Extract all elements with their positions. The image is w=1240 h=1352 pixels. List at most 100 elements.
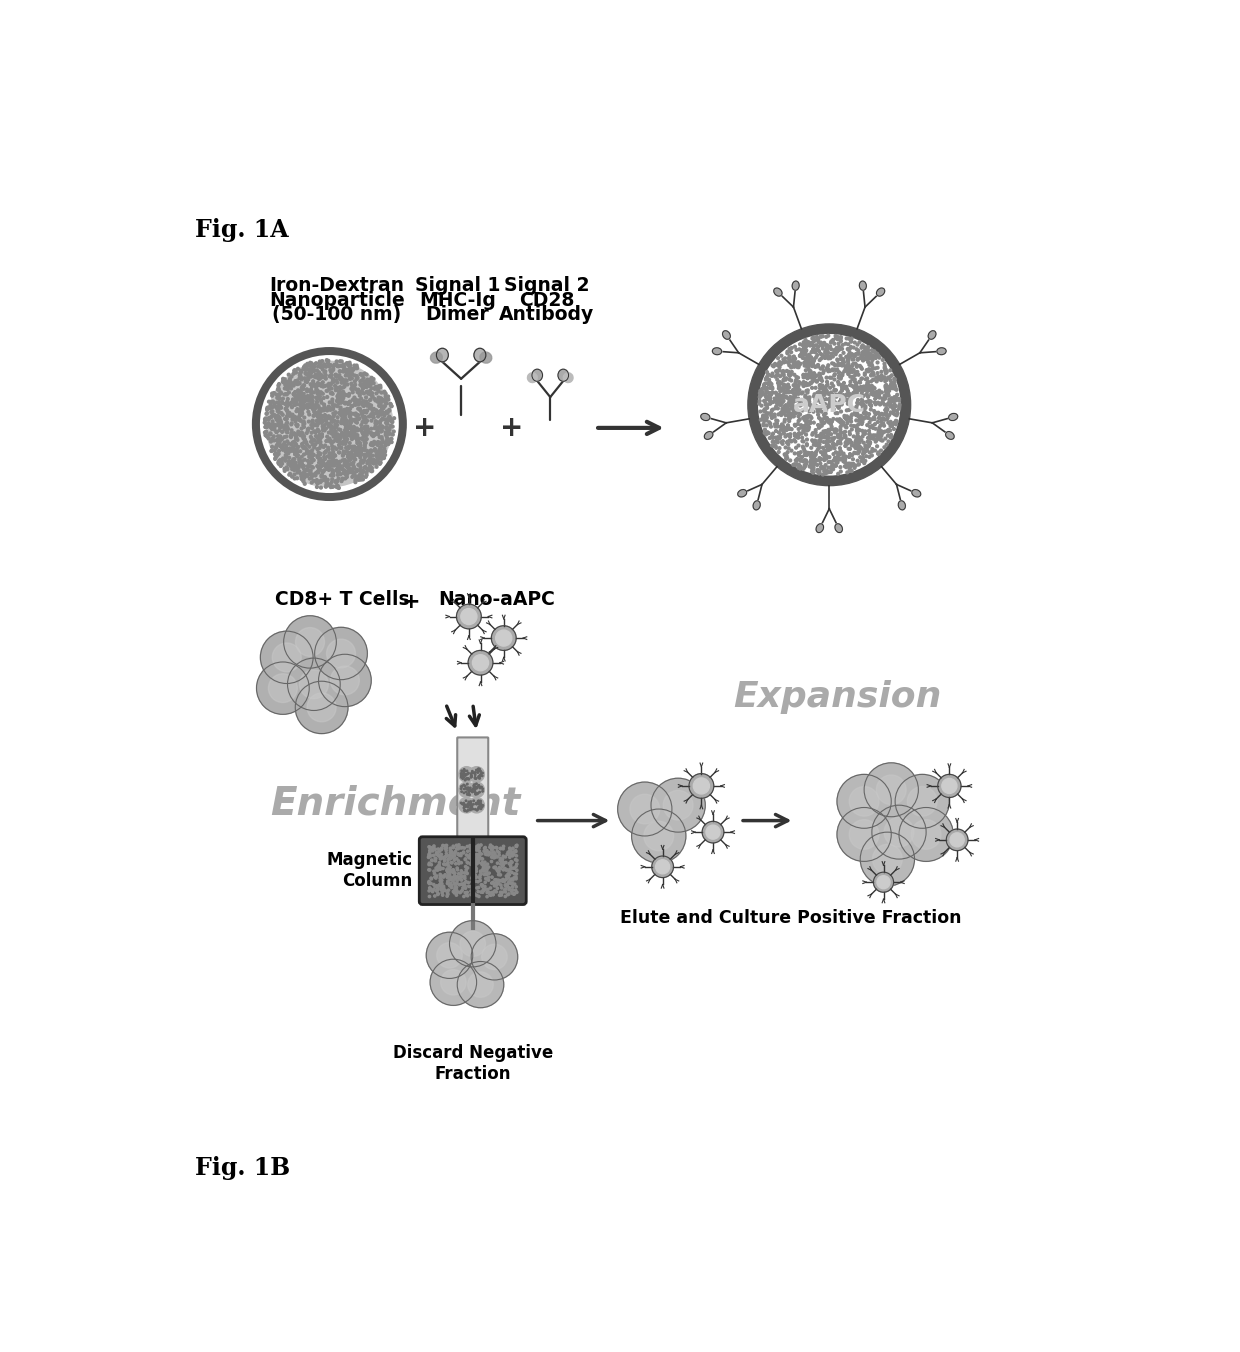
Circle shape	[445, 856, 448, 857]
Circle shape	[800, 399, 804, 402]
Circle shape	[832, 458, 835, 462]
Circle shape	[435, 877, 436, 879]
Circle shape	[476, 787, 477, 788]
Circle shape	[352, 449, 356, 452]
Circle shape	[368, 404, 371, 407]
Circle shape	[485, 872, 487, 875]
Circle shape	[486, 877, 487, 880]
Circle shape	[351, 476, 353, 479]
Circle shape	[360, 449, 362, 452]
Circle shape	[878, 416, 880, 419]
Circle shape	[373, 442, 377, 445]
Circle shape	[348, 365, 351, 368]
Circle shape	[308, 427, 310, 430]
Circle shape	[790, 346, 794, 349]
Circle shape	[760, 388, 764, 391]
Circle shape	[278, 462, 280, 465]
Circle shape	[284, 423, 288, 426]
Circle shape	[842, 423, 844, 426]
Circle shape	[866, 445, 868, 448]
Circle shape	[827, 437, 831, 439]
Circle shape	[893, 410, 895, 412]
Circle shape	[878, 357, 880, 360]
Circle shape	[852, 346, 856, 349]
Circle shape	[789, 460, 791, 462]
Circle shape	[495, 891, 497, 892]
Circle shape	[336, 473, 339, 476]
Circle shape	[285, 410, 289, 412]
Circle shape	[864, 445, 867, 448]
Circle shape	[835, 353, 837, 356]
Circle shape	[295, 437, 298, 439]
Circle shape	[316, 441, 319, 443]
Circle shape	[508, 869, 511, 872]
Circle shape	[508, 868, 511, 871]
Circle shape	[370, 387, 373, 389]
Circle shape	[790, 370, 794, 373]
Circle shape	[350, 404, 353, 407]
Circle shape	[382, 407, 384, 410]
Circle shape	[306, 396, 309, 399]
Circle shape	[495, 854, 497, 857]
Circle shape	[765, 377, 768, 380]
Circle shape	[888, 414, 890, 416]
Circle shape	[366, 383, 370, 385]
Circle shape	[827, 364, 830, 366]
Circle shape	[353, 446, 356, 449]
Circle shape	[326, 422, 329, 425]
Circle shape	[347, 392, 351, 395]
Circle shape	[445, 846, 446, 848]
Circle shape	[859, 385, 862, 388]
Circle shape	[825, 408, 827, 411]
Circle shape	[460, 788, 463, 790]
Circle shape	[284, 380, 288, 383]
Circle shape	[794, 396, 796, 399]
Circle shape	[456, 869, 459, 871]
Circle shape	[880, 434, 883, 438]
Circle shape	[319, 465, 321, 468]
Circle shape	[511, 892, 513, 894]
Circle shape	[875, 402, 878, 404]
Circle shape	[351, 462, 353, 465]
Circle shape	[277, 439, 279, 442]
Circle shape	[304, 458, 306, 461]
Circle shape	[820, 343, 822, 346]
Circle shape	[449, 871, 451, 873]
Circle shape	[832, 453, 835, 456]
Circle shape	[763, 418, 765, 420]
Circle shape	[469, 845, 471, 846]
Circle shape	[816, 449, 820, 452]
Circle shape	[864, 347, 867, 350]
Circle shape	[839, 402, 843, 404]
Circle shape	[374, 449, 377, 452]
Circle shape	[851, 358, 854, 361]
Circle shape	[288, 460, 290, 462]
Circle shape	[768, 431, 770, 434]
Circle shape	[489, 852, 491, 853]
Circle shape	[874, 434, 877, 437]
Circle shape	[453, 883, 455, 884]
Circle shape	[336, 395, 340, 397]
Circle shape	[689, 773, 714, 798]
Circle shape	[301, 445, 304, 448]
Circle shape	[458, 848, 459, 850]
Circle shape	[880, 391, 883, 393]
Circle shape	[336, 375, 339, 377]
Circle shape	[300, 370, 303, 373]
Circle shape	[312, 414, 316, 416]
Circle shape	[826, 380, 828, 383]
Circle shape	[839, 426, 842, 429]
Circle shape	[887, 430, 889, 433]
Circle shape	[279, 439, 281, 442]
Circle shape	[301, 425, 305, 427]
Circle shape	[348, 415, 351, 418]
Circle shape	[510, 877, 512, 880]
Circle shape	[334, 375, 337, 377]
Circle shape	[467, 794, 469, 795]
Circle shape	[283, 381, 285, 384]
Circle shape	[870, 364, 873, 366]
Circle shape	[341, 395, 343, 397]
Circle shape	[472, 859, 475, 860]
Circle shape	[805, 420, 807, 423]
Circle shape	[277, 410, 279, 412]
